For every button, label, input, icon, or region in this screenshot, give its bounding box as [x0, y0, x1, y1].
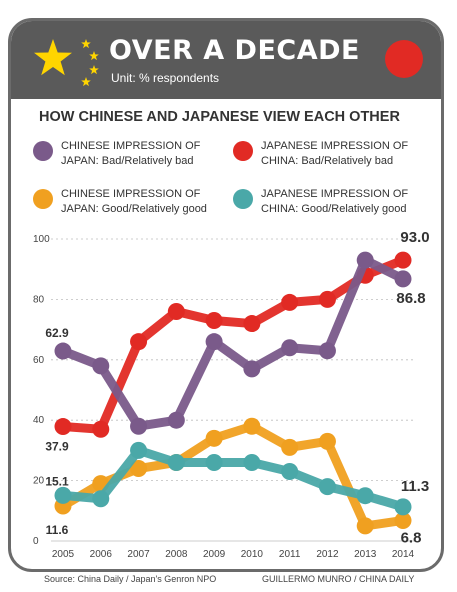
- x-tick-label: 2009: [203, 549, 226, 560]
- value-label: 37.9: [45, 440, 69, 454]
- data-point: [92, 357, 110, 375]
- data-point: [92, 420, 110, 438]
- data-point: [243, 417, 261, 435]
- data-point: [318, 290, 336, 308]
- data-point: [130, 460, 148, 478]
- series-line: [58, 255, 408, 434]
- x-tick-label: 2005: [52, 549, 75, 560]
- data-point: [281, 438, 299, 456]
- data-point: [167, 302, 185, 320]
- y-tick-label: 0: [33, 536, 39, 547]
- legend-swatch: [233, 141, 253, 161]
- line-chart: 0 20 40 60 80 100 2005 2006 2007 2008 2009 2010 2011…: [33, 229, 430, 560]
- value-label: 86.8: [396, 290, 425, 307]
- value-label: 6.8: [401, 529, 422, 546]
- data-point: [130, 441, 148, 459]
- x-tick-label: 2012: [316, 549, 339, 560]
- data-point: [130, 417, 148, 435]
- data-point: [281, 463, 299, 481]
- data-point: [281, 339, 299, 357]
- legend-line: CHINESE IMPRESSION OF: [61, 140, 201, 152]
- series-line: [58, 445, 408, 512]
- legend-item-chinese-bad: CHINESE IMPRESSION OF JAPAN: Bad/Relativ…: [33, 139, 200, 169]
- data-point: [243, 360, 261, 378]
- data-point: [318, 342, 336, 360]
- data-point: [243, 315, 261, 333]
- legend-item-chinese-good: CHINESE IMPRESSION OF JAPAN: Good/Relati…: [33, 187, 207, 217]
- legend-line: JAPANESE IMPRESSION OF: [261, 188, 409, 200]
- data-point: [54, 418, 72, 436]
- legend-line: CHINA: Good/Relatively good: [261, 203, 407, 215]
- y-tick-label: 20: [33, 476, 45, 487]
- data-point: [318, 478, 336, 496]
- data-point: [318, 432, 336, 450]
- data-point: [130, 333, 148, 351]
- value-label: 15.1: [45, 474, 69, 488]
- data-point: [394, 511, 412, 529]
- chart-subtitle: HOW CHINESE AND JAPANESE VIEW EACH OTHER: [39, 109, 400, 125]
- legend-swatch: [233, 189, 253, 209]
- data-point: [205, 429, 223, 447]
- x-tick-label: 2007: [127, 549, 150, 560]
- source-note: Source: China Daily / Japan's Genron NPO: [44, 574, 217, 584]
- data-point: [54, 342, 72, 360]
- data-point: [356, 487, 374, 505]
- value-label: 93.0: [400, 229, 429, 246]
- legend-line: JAPAN: Good/Relatively good: [61, 203, 207, 215]
- large-star-icon: [34, 39, 72, 76]
- value-label: 11.3: [401, 478, 429, 495]
- credit-note: GUILLERMO MUNRO / CHINA DAILY: [262, 574, 415, 584]
- data-point: [243, 453, 261, 471]
- data-point: [281, 293, 299, 311]
- x-tick-label: 2013: [354, 549, 377, 560]
- data-point: [205, 333, 223, 351]
- value-label: 62.9: [45, 326, 69, 340]
- infographic-card: OVER A DECADE Unit: % respondents HOW CH…: [8, 18, 444, 572]
- legend-swatch: [33, 141, 53, 161]
- legend-line: JAPAN: Bad/Relatively bad: [61, 155, 194, 167]
- headline: OVER A DECADE: [109, 35, 360, 66]
- x-tick-label: 2011: [279, 549, 301, 560]
- data-point: [167, 411, 185, 429]
- y-tick-label: 40: [33, 415, 45, 426]
- x-tick-label: 2006: [90, 549, 113, 560]
- small-star-icon: [81, 39, 91, 49]
- legend-item-japanese-good: JAPANESE IMPRESSION OF CHINA: Good/Relat…: [233, 187, 408, 217]
- legend-swatch: [33, 189, 53, 209]
- red-dot-icon: [385, 40, 423, 78]
- data-point: [205, 453, 223, 471]
- y-tick-label: 100: [33, 234, 50, 245]
- x-tick-label: 2008: [165, 549, 188, 560]
- series-line: [58, 255, 408, 431]
- data-point: [92, 490, 110, 508]
- small-star-icon: [89, 65, 99, 75]
- data-point: [54, 486, 72, 504]
- unit-label: Unit: % respondents: [111, 71, 220, 85]
- y-tick-label: 80: [33, 294, 45, 305]
- legend-line: CHINA: Bad/Relatively bad: [261, 155, 394, 167]
- data-point: [394, 270, 412, 288]
- x-tick-label: 2010: [241, 549, 264, 560]
- small-star-icon: [81, 77, 91, 87]
- legend-item-japanese-bad: JAPANESE IMPRESSION OF CHINA: Bad/Relati…: [233, 139, 408, 169]
- x-tick-label: 2014: [392, 549, 415, 560]
- legend-line: JAPANESE IMPRESSION OF: [261, 140, 409, 152]
- china-flag-stars-icon: [34, 39, 99, 87]
- data-point: [356, 251, 374, 269]
- header-bar: OVER A DECADE Unit: % respondents: [11, 21, 441, 99]
- value-label: 11.6: [46, 523, 69, 537]
- data-point: [167, 453, 185, 471]
- data-point: [356, 517, 374, 535]
- legend-line: CHINESE IMPRESSION OF: [61, 188, 201, 200]
- data-point: [205, 312, 223, 330]
- data-point: [394, 498, 412, 516]
- small-star-icon: [89, 51, 99, 61]
- data-point: [394, 251, 412, 269]
- y-tick-label: 60: [33, 355, 45, 366]
